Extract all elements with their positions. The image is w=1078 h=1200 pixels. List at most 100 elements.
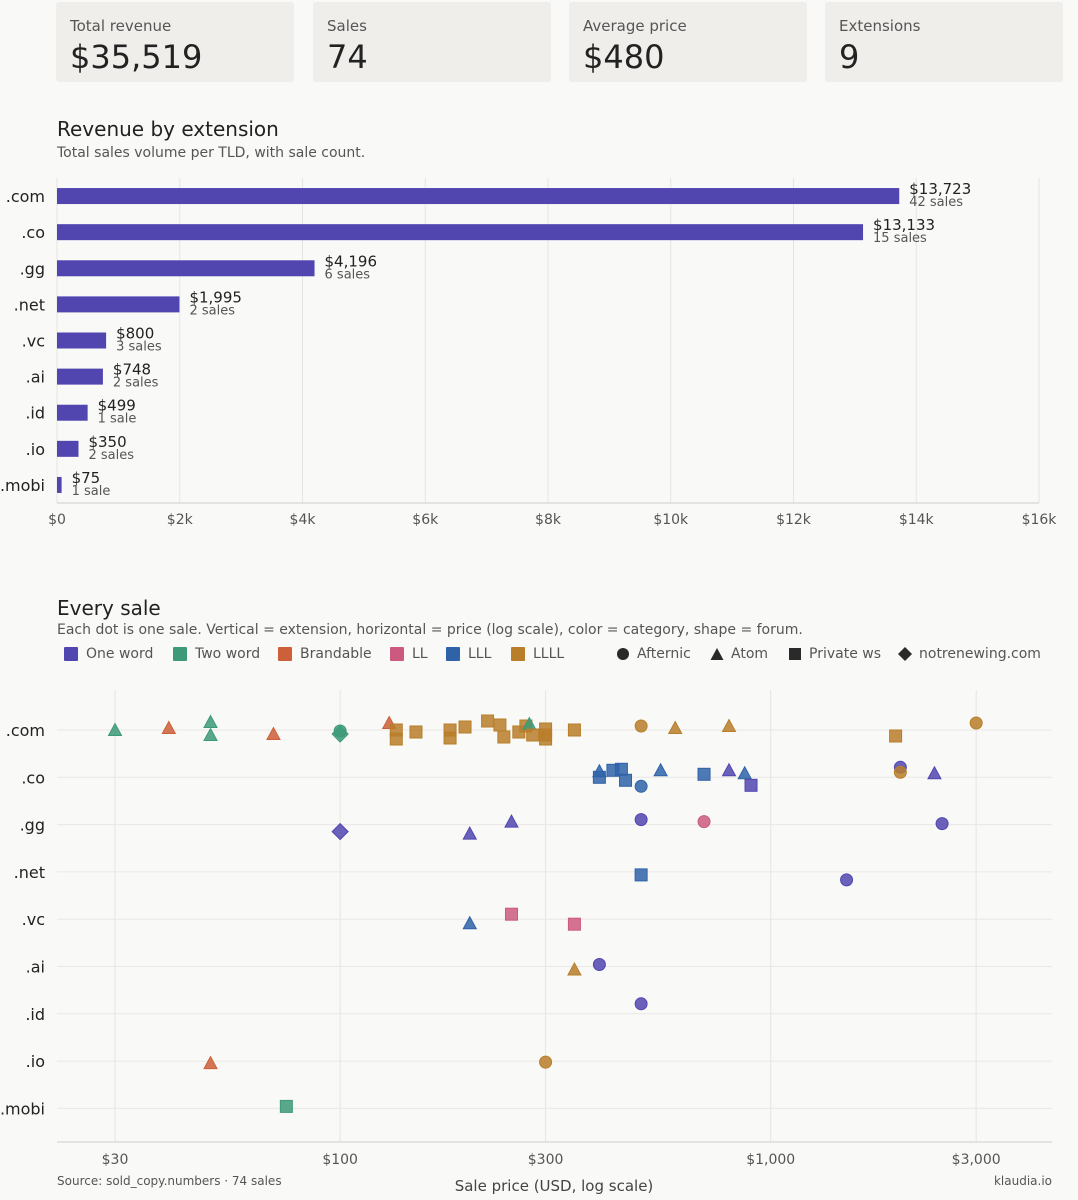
y-tick-label: .com	[6, 721, 45, 740]
sale-point-atom	[266, 726, 281, 740]
sale-point-atom	[504, 814, 519, 828]
kpi-value: $480	[583, 38, 665, 76]
legend-swatch	[173, 647, 187, 661]
sale-point-atom	[107, 722, 123, 736]
x-tick-label: $300	[528, 1152, 564, 1168]
y-tick-label: .mobi	[0, 1099, 45, 1118]
bar	[57, 260, 315, 277]
bar-count-label: 42 sales	[909, 195, 963, 210]
scatter-legend: One word Two word Brandable LL LLL LLLL …	[64, 646, 1064, 668]
x-axis-title: Sale price (USD, log scale)	[454, 1177, 654, 1195]
bar	[57, 368, 103, 385]
x-tick-label: $10k	[653, 512, 689, 528]
legend-label: One word	[86, 646, 154, 662]
legend-item-two-word: Two word	[173, 646, 260, 662]
kpi-value: 74	[327, 38, 368, 76]
kpi-sales: Sales 74	[313, 2, 551, 82]
bar-count-label: 6 sales	[325, 267, 371, 282]
sale-point-afternic	[969, 716, 983, 730]
revenue-bar-chart: $0 $2k $4k $6k $8k $10k $12k $14k $16k .com $13,72…	[0, 178, 1057, 528]
bar-count-label: 3 sales	[116, 340, 162, 355]
kpi-value: 9	[839, 38, 860, 76]
sale-point-private-ws	[619, 773, 633, 787]
legend-label: LLL	[468, 646, 492, 662]
kpi-label: Total revenue	[70, 17, 172, 35]
legend-item-brandable: Brandable	[278, 646, 372, 662]
bar-value-label: $13,723	[909, 180, 971, 198]
y-tick-label: .vc	[22, 332, 45, 351]
sale-point-afternic	[840, 873, 854, 887]
kpi-extensions: Extensions 9	[825, 2, 1063, 82]
legend-item-atom: Atom	[710, 646, 768, 662]
x-tick-label: $1,000	[746, 1152, 795, 1168]
legend-swatch	[511, 647, 525, 661]
y-tick-label: .mobi	[0, 476, 45, 495]
sale-point-atom	[462, 915, 478, 930]
x-tick-label: $4k	[290, 512, 317, 528]
legend-label: notrenewing.com	[919, 646, 1041, 662]
legend-label: Two word	[195, 646, 261, 662]
source-note: Source: sold_copy.numbers · 74 sales	[57, 1174, 282, 1188]
bar	[57, 476, 62, 493]
bar-value-label: $13,133	[873, 216, 935, 234]
y-tick-label: .vc	[22, 910, 45, 929]
kpi-label: Extensions	[839, 17, 921, 35]
sale-point-private-ws	[497, 730, 511, 744]
sale-point-private-ws	[614, 762, 628, 776]
sale-point-afternic	[697, 815, 711, 829]
scatter-chart-subtitle: Each dot is one sale. Vertical = extensi…	[57, 622, 803, 638]
sale-point-afternic	[539, 1055, 553, 1069]
kpi-total-revenue: Total revenue $35,519	[56, 2, 294, 82]
legend-item-notrenewing: notrenewing.com	[898, 646, 1041, 662]
y-tick-label: .gg	[20, 259, 45, 278]
sale-point-atom	[462, 826, 478, 840]
brand-label: klaudia.io	[993, 1174, 1052, 1188]
x-tick-label: $30	[102, 1152, 129, 1168]
sale-point-atom	[721, 762, 737, 777]
bar-count-label: 2 sales	[113, 376, 159, 391]
bar	[57, 224, 864, 241]
legend-item-lll: LLL	[446, 646, 491, 662]
sale-point-private-ws	[504, 907, 518, 921]
legend-swatch	[64, 647, 78, 661]
y-tick-label: .id	[25, 404, 45, 423]
sale-point-private-ws	[481, 714, 495, 728]
legend-item-private-ws: Private ws	[788, 646, 881, 662]
bar-count-label: 2 sales	[88, 448, 134, 463]
sale-point-private-ws	[409, 725, 423, 739]
sale-point-afternic	[333, 724, 347, 738]
legend-swatch	[390, 647, 404, 661]
sale-point-afternic	[634, 813, 648, 827]
kpi-row: Total revenue $35,519 Sales 74 Average p…	[56, 2, 1064, 84]
legend-item-ll: LL	[390, 646, 428, 662]
sale-point-private-ws	[443, 723, 457, 737]
y-tick-label: .ai	[26, 368, 45, 387]
x-tick-label: $2k	[167, 512, 194, 528]
legend-swatch	[446, 647, 460, 661]
y-tick-label: .co	[21, 223, 45, 242]
bar	[57, 296, 180, 313]
sale-point-private-ws	[493, 718, 507, 732]
kpi-value: $35,519	[70, 38, 203, 76]
sale-point-afternic	[634, 997, 648, 1011]
sale-point-private-ws	[389, 732, 403, 746]
x-tick-label: $3,000	[952, 1152, 1001, 1168]
legend-label: LLLL	[533, 646, 565, 662]
square-icon	[789, 648, 801, 660]
legend-label: Brandable	[300, 646, 372, 662]
y-tick-label: .co	[21, 768, 45, 787]
sale-point-atom	[203, 714, 218, 728]
bar	[57, 440, 79, 457]
sale-point-atom	[737, 765, 753, 780]
sale-point-private-ws	[634, 868, 648, 882]
sale-point-notrenewing	[331, 822, 349, 841]
sale-point-atom	[592, 763, 607, 778]
y-tick-label: .id	[25, 1005, 45, 1024]
legend-label: LL	[412, 646, 428, 662]
sale-point-afternic	[935, 817, 949, 831]
bar-count-label: 2 sales	[189, 303, 235, 318]
bar	[57, 332, 107, 349]
diamond-icon	[898, 647, 912, 661]
y-tick-label: .io	[26, 440, 45, 459]
bar-value-label: $800	[116, 325, 154, 343]
